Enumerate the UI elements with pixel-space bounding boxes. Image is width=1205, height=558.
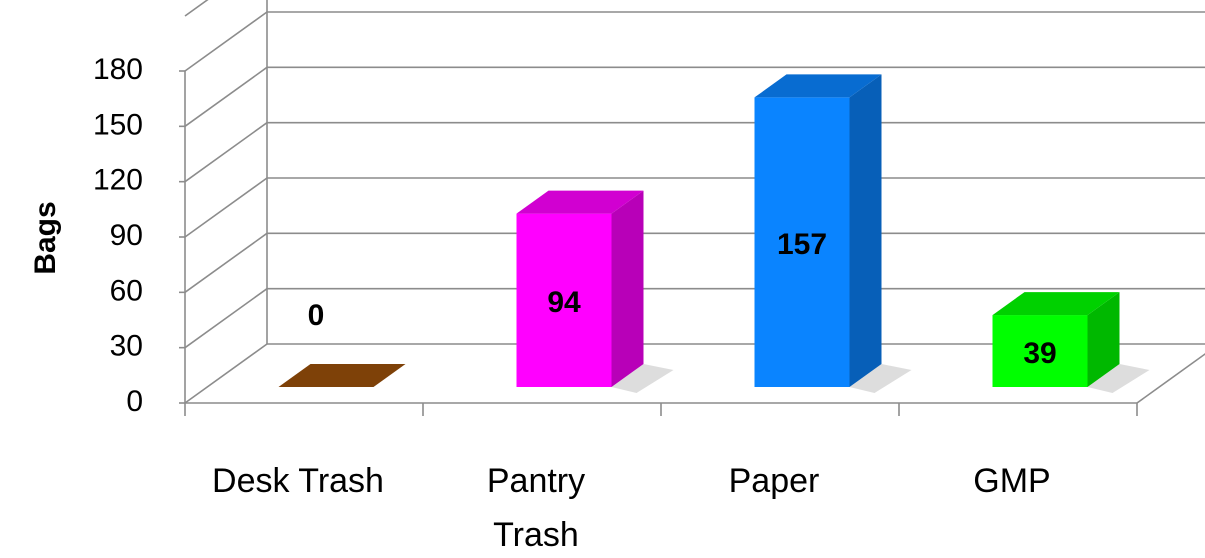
data-label: 0 [308,299,325,332]
bar-top [278,364,406,387]
gridline-diagonal [184,288,268,349]
gridline-diagonal [184,122,268,183]
y-tick-label: 90 [110,219,143,252]
y-tick-label: 60 [110,274,143,307]
gridlines [184,0,1205,404]
y-tick-label: 120 [93,164,143,197]
bar-front [516,213,612,387]
gridline-diagonal [184,11,268,72]
x-tick-label: Paper [729,462,820,500]
bar-side [1087,292,1120,387]
gridline-diagonal [184,343,268,404]
gridline-diagonal [184,177,268,238]
y-tick-label: 180 [93,53,143,86]
data-label: 94 [547,286,581,319]
bar-shadow [611,364,674,393]
bars [278,74,1150,393]
gridline-diagonal [184,66,268,127]
bar-side [849,74,882,387]
y-tick-label: 30 [110,330,143,363]
bar-side [611,190,644,387]
x-tick-label: GMP [973,462,1050,500]
bar-shadow [1087,364,1150,393]
x-tick-label: Pantry [487,462,585,500]
y-axis-label: Bags [29,201,62,274]
floor-right-edge [1136,353,1205,404]
gridline-diagonal [184,0,209,17]
y-tick-label: 150 [93,108,143,141]
axes: 0 30 60 90 120 150 180 [93,53,1138,418]
data-label: 39 [1023,337,1056,370]
x-tick-label: Trash [493,516,579,554]
bar-front [992,315,1088,387]
bar-shadow [849,364,912,393]
bar-top [754,74,882,98]
labels: 0 Desk Trash 94 Pantry Trash 157 Paper 39 GMP [212,228,1057,554]
x-tick-label: Desk Trash [212,462,384,500]
bar-top [992,292,1120,316]
gridline-diagonal [184,232,268,293]
bar-front [754,97,850,387]
data-label: 157 [777,228,827,261]
bar-top [516,190,644,214]
y-tick-label: 0 [126,385,143,418]
